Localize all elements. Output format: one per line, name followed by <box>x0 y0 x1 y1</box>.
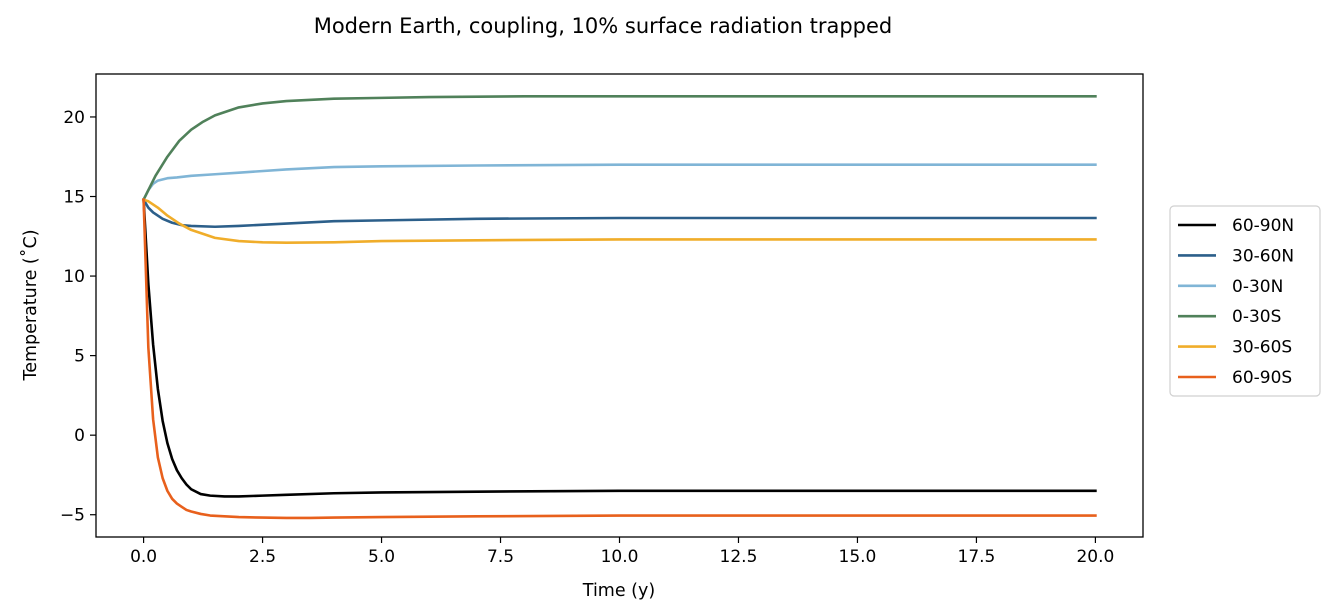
x-axis-label: Time (y) <box>582 581 655 601</box>
y-tick-label: 15 <box>63 188 85 208</box>
x-axis: 0.0 2.5 5.0 7.5 10.0 12.5 15.0 17.5 20.0 <box>130 537 1114 567</box>
x-tick-label: 15.0 <box>839 547 877 567</box>
x-tick-label: 2.5 <box>249 547 276 567</box>
legend-label: 0-30N <box>1232 277 1283 297</box>
series-line-30-60s <box>141 198 1097 244</box>
plot-frame <box>95 73 1144 538</box>
legend-label: 30-60S <box>1232 338 1292 358</box>
x-tick-label: 0.0 <box>130 547 157 567</box>
y-tick-label: 10 <box>63 267 85 287</box>
y-tick-label: 20 <box>63 108 85 128</box>
x-tick-label: 12.5 <box>720 547 758 567</box>
legend: 60-90N 30-60N 0-30N 0-30S 30-60S 60-90S <box>1169 205 1321 397</box>
series-line-60-90s <box>142 198 1097 520</box>
y-tick-label: 0 <box>74 426 85 446</box>
series-line-0-30s <box>141 94 1097 202</box>
legend-label: 60-90S <box>1232 368 1292 388</box>
legend-label: 60-90N <box>1232 216 1294 236</box>
legend-label: 0-30S <box>1232 307 1281 327</box>
x-tick-label: 7.5 <box>487 547 514 567</box>
series-line-30-60n <box>141 197 1097 229</box>
y-tick-label: 5 <box>74 347 85 367</box>
y-tick-label: −5 <box>60 506 85 526</box>
x-tick-label: 5.0 <box>368 547 395 567</box>
x-tick-label: 20.0 <box>1076 547 1114 567</box>
plot-area <box>95 73 1144 538</box>
legend-box <box>1169 205 1321 397</box>
chart-title: Modern Earth, coupling, 10% surface radi… <box>314 14 893 38</box>
y-axis-label: Temperature (˚C) <box>20 229 41 381</box>
legend-label: 30-60N <box>1232 246 1294 266</box>
x-tick-label: 10.0 <box>601 547 639 567</box>
y-axis: −5 0 5 10 15 20 <box>60 108 96 526</box>
series-line-60-90n <box>142 198 1097 498</box>
x-tick-label: 17.5 <box>958 547 996 567</box>
series-line-0-30n <box>141 163 1097 202</box>
